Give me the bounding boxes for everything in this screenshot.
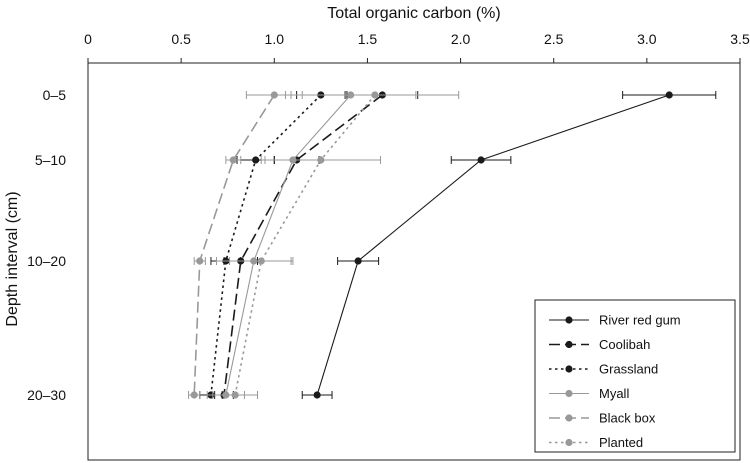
legend-item: Planted <box>549 435 643 450</box>
data-point <box>190 391 198 399</box>
y-category-label: 0–5 <box>43 87 67 103</box>
series-coolibah <box>214 91 419 399</box>
data-point <box>257 257 265 265</box>
x-axis-title: Total organic carbon (%) <box>327 5 500 22</box>
x-axis-ticks: 0 0.5 1.0 1.5 2.0 2.5 3.0 3.5 <box>84 31 750 63</box>
legend-marker <box>565 389 573 398</box>
legend-marker <box>565 438 573 447</box>
y-category-label: 20–30 <box>27 387 66 403</box>
series-planted <box>212 91 460 399</box>
legend-item: Grassland <box>549 362 658 377</box>
series-black-box <box>188 91 303 399</box>
series-line <box>225 94 352 396</box>
data-point <box>252 156 260 164</box>
data-point <box>477 156 485 164</box>
data-point <box>371 91 379 99</box>
x-tick-label: 1.0 <box>265 31 285 47</box>
x-tick-label: 1.5 <box>358 31 378 47</box>
legend-label: Myall <box>599 386 629 401</box>
legend-items: River red gum Coolibah Grassland Myall Black… <box>549 313 681 450</box>
y-category-label: 5–10 <box>35 152 66 168</box>
series-line <box>316 94 670 396</box>
legend-label: Coolibah <box>599 337 650 352</box>
series-myall <box>206 91 417 399</box>
legend-item: Black box <box>549 411 656 426</box>
x-tick-label: 2.0 <box>451 31 471 47</box>
data-point <box>354 257 362 265</box>
x-tick-label: 2.5 <box>544 31 564 47</box>
x-tick-label: 3.5 <box>730 31 750 47</box>
legend-label: Black box <box>599 411 656 426</box>
series-grassland <box>199 91 346 399</box>
data-point <box>665 91 673 99</box>
x-tick-label: 3.0 <box>637 31 657 47</box>
legend-label: Planted <box>599 435 643 450</box>
legend: River red gum Coolibah Grassland Myall Black… <box>534 299 736 453</box>
data-point <box>229 156 237 164</box>
data-point <box>270 91 278 99</box>
legend-label: River red gum <box>599 313 681 328</box>
series-line <box>193 94 275 396</box>
series-line <box>223 94 383 396</box>
y-axis-ticks: 0–5 5–10 10–20 20–30 <box>27 87 66 403</box>
legend-marker <box>565 340 573 349</box>
legend-item: Myall <box>549 386 629 401</box>
x-tick-label: 0.5 <box>171 31 191 47</box>
y-axis-title: Depth interval (cm) <box>4 191 21 326</box>
legend-label: Grassland <box>599 362 658 377</box>
legend-frame <box>534 299 736 453</box>
plot-frame <box>87 62 741 461</box>
series-river-red-gum <box>301 91 717 399</box>
data-point <box>313 391 321 399</box>
x-tick-label: 0 <box>84 31 92 47</box>
series-layer <box>188 91 717 399</box>
legend-marker <box>565 414 573 422</box>
series-line <box>210 94 322 396</box>
legend-marker <box>565 365 573 373</box>
data-point <box>196 257 204 265</box>
legend-item: Coolibah <box>549 337 650 352</box>
legend-marker <box>565 316 573 324</box>
legend-item: River red gum <box>549 313 681 328</box>
data-point <box>231 391 239 399</box>
series-line <box>234 94 376 396</box>
y-category-label: 10–20 <box>27 253 66 269</box>
data-point <box>317 156 325 164</box>
